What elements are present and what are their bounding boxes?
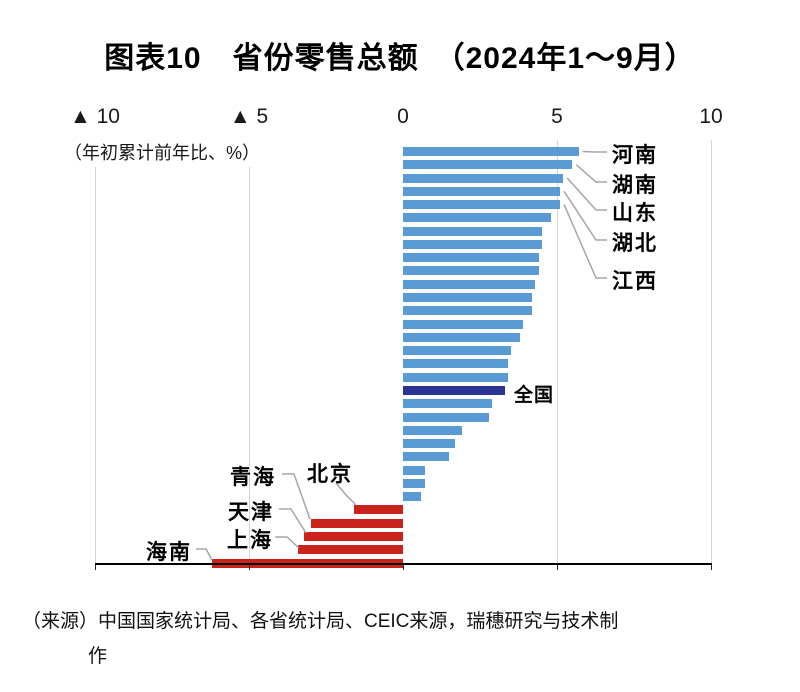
bar-annotation-label: 山东: [612, 202, 658, 225]
gridline: [557, 140, 558, 563]
chart-bar: [403, 332, 521, 342]
leader-line: [563, 204, 607, 279]
x-tick-label: ▲ 10: [70, 105, 120, 128]
leader-line: [282, 473, 311, 520]
gridline: [249, 140, 250, 563]
leader-line: [279, 508, 307, 534]
axis-tick: [95, 565, 96, 570]
source-note: （来源）中国国家统计局、各省统计局、CEIC来源，瑞穗研究与技术制 作: [22, 604, 618, 674]
gridline: [711, 140, 712, 563]
chart-bar: [403, 452, 450, 462]
chart-bar: [403, 226, 542, 236]
source-line-2: 作: [88, 646, 108, 667]
leader-line: [196, 548, 213, 561]
leader-line: [275, 536, 300, 549]
chart-title: 图表10 省份零售总额 （2024年1～9月）: [104, 42, 696, 75]
chart-bar: [403, 160, 573, 170]
bar-annotation-label: 江西: [612, 270, 658, 293]
bar-annotation-label: 天津: [228, 501, 274, 524]
x-tick-label: ▲ 5: [229, 105, 269, 128]
leader-line: [563, 190, 607, 241]
axis-tick: [711, 565, 712, 570]
chart-bar: [403, 439, 456, 449]
axis-tick: [403, 565, 404, 570]
chart-bar: [403, 173, 564, 183]
leader-line: [575, 164, 607, 183]
axis-tick: [557, 565, 558, 570]
x-tick-label: 5: [551, 105, 563, 128]
chart-bar: [353, 505, 403, 515]
bar-annotation-label: 湖北: [612, 232, 658, 255]
chart-bar: [403, 492, 422, 502]
axis-tick: [249, 565, 250, 570]
chart-bar: [403, 306, 533, 316]
bar-annotation-label: 全国: [514, 385, 555, 406]
chart-bar: [403, 359, 508, 369]
x-tick-label: 0: [397, 105, 409, 128]
chart-bar: [403, 239, 542, 249]
chart-bar: [403, 346, 511, 356]
chart-bar: [403, 200, 561, 210]
chart-bar: [403, 293, 533, 303]
chart-bar: [403, 253, 539, 263]
chart-bar: [403, 213, 551, 223]
axis-unit-note: （年初累计前年比、%）: [64, 139, 264, 167]
chart-bar: [403, 425, 462, 435]
chart-bar: [304, 531, 403, 541]
chart-bar: [403, 399, 493, 409]
leader-line: [566, 177, 607, 211]
chart-bar: [403, 279, 536, 289]
bar-annotation-label: 上海: [227, 529, 273, 552]
chart-bar: [298, 545, 403, 555]
chart-bar: [403, 465, 425, 475]
chart-bar: [403, 372, 508, 382]
chart-bar: [403, 478, 425, 488]
bar-annotation-label: 河南: [612, 144, 658, 167]
chart-bar: [403, 147, 579, 156]
chart-bar: [310, 518, 403, 528]
gridline: [95, 140, 96, 563]
bar-annotation-label: 北京: [307, 463, 353, 486]
chart-bar: [403, 385, 505, 395]
bar-annotation-label: 青海: [230, 466, 276, 489]
x-axis-line: [95, 563, 712, 565]
chart-bar: [403, 266, 539, 276]
chart-bar: [403, 319, 524, 329]
bar-annotation-label: 湖南: [612, 174, 658, 197]
chart-bar: [403, 186, 561, 196]
leader-line: [582, 150, 607, 153]
chart-bar: [403, 412, 490, 422]
bar-annotation-label: 海南: [146, 541, 192, 564]
source-line-1: （来源）中国国家统计局、各省统计局、CEIC来源，瑞穗研究与技术制: [22, 611, 619, 632]
x-tick-label: 10: [699, 105, 723, 128]
